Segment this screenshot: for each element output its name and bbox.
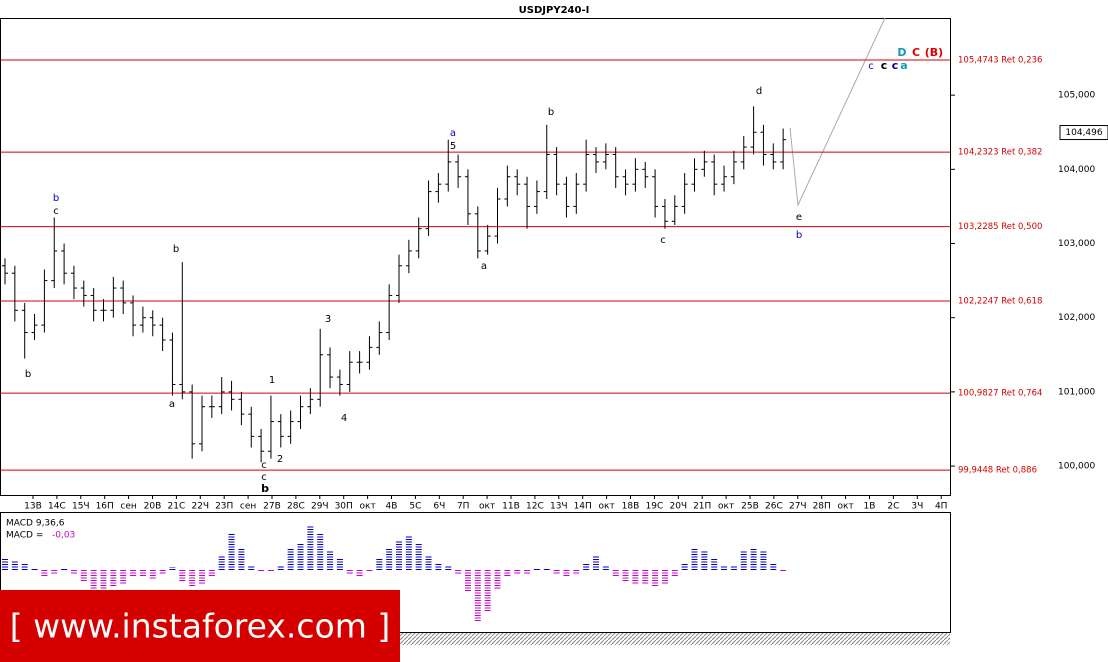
level-label: 104,2323 Ret 0,382 <box>958 148 1042 158</box>
x-tick-label: окт <box>718 502 734 512</box>
x-tick-label: окт <box>479 502 495 512</box>
y-tick-label: 100,000 <box>1058 462 1095 472</box>
last-price-label: 104,496 <box>1065 128 1102 138</box>
y-tick-label: 105,000 <box>1058 91 1095 101</box>
macd-title: MACD 9,36,6 <box>6 519 65 529</box>
wave-label: b <box>548 107 554 118</box>
wave-label: C <box>912 46 920 59</box>
macd-frame <box>0 512 951 633</box>
wave-label: 1 <box>269 375 275 386</box>
x-tick-label: 29Ч <box>311 502 329 512</box>
x-tick-label: 2С <box>887 502 899 512</box>
x-tick-label: 14П <box>574 502 592 512</box>
x-tick-label: окт <box>360 502 376 512</box>
wave-label: d <box>756 86 762 97</box>
x-tick-label: 30П <box>335 502 353 512</box>
x-tick-label: 22Ч <box>191 502 209 512</box>
x-tick-label: 11В <box>502 502 520 512</box>
wave-label: a <box>450 128 456 139</box>
wave-label: c <box>261 460 267 471</box>
x-tick-label: 21П <box>693 502 711 512</box>
x-tick-label: 4В <box>386 502 398 512</box>
x-tick-label: 5С <box>409 502 421 512</box>
y-tick-label: 101,000 <box>1058 387 1095 397</box>
macd-current: -0,03 <box>52 531 75 541</box>
wave-label: 2 <box>277 454 283 465</box>
last-price-box <box>1059 125 1108 141</box>
macd-current-label: MACD = <box>6 531 43 541</box>
wave-label: b <box>53 193 59 204</box>
wave-label: 4 <box>341 413 347 424</box>
x-tick-label: сен <box>120 502 136 512</box>
wave-label: a <box>900 59 907 72</box>
x-tick-label: 13В <box>24 502 42 512</box>
x-tick-label: 21С <box>168 502 186 512</box>
x-tick-label: 3Ч <box>911 502 923 512</box>
x-tick-label: окт <box>599 502 615 512</box>
x-tick-label: 15Ч <box>72 502 90 512</box>
plot-frame <box>0 18 951 496</box>
level-label: 103,2285 Ret 0,500 <box>958 222 1042 232</box>
wave-label: a <box>481 261 487 272</box>
wave-label: b <box>173 244 179 255</box>
wave-label: c <box>660 235 666 246</box>
x-tick-label: 4П <box>935 502 948 512</box>
wave-label: c <box>53 206 59 217</box>
wave-label: (B) <box>925 46 943 59</box>
wave-label: c <box>881 59 888 72</box>
y-tick-label: 103,000 <box>1058 239 1095 249</box>
x-tick-label: 26С <box>765 502 783 512</box>
chart-title: USDJPY240-I <box>519 5 590 16</box>
watermark: [ www.instaforex.com ] <box>10 607 390 646</box>
x-tick-label: 20Ч <box>669 502 687 512</box>
wave-label: b <box>796 230 802 241</box>
projection-line <box>789 17 886 207</box>
x-tick-label: 19С <box>646 502 664 512</box>
x-tick-label: 20В <box>144 502 162 512</box>
x-tick-label: 7П <box>457 502 470 512</box>
x-tick-label: 1В <box>864 502 876 512</box>
x-tick-label: 13Ч <box>550 502 568 512</box>
level-label: 99,9448 Ret 0,886 <box>958 466 1037 476</box>
wave-label: c <box>868 61 874 72</box>
wave-label: b <box>25 369 31 380</box>
x-tick-label: 18В <box>622 502 640 512</box>
watermark-box <box>0 590 400 662</box>
x-tick-label: сен <box>240 502 256 512</box>
x-tick-label: 28С <box>287 502 305 512</box>
level-label: 100,9827 Ret 0,764 <box>958 389 1042 399</box>
y-tick-label: 102,000 <box>1058 313 1095 323</box>
wave-label: 3 <box>325 314 331 325</box>
x-tick-label: 27В <box>263 502 281 512</box>
x-tick-label: 14С <box>48 502 66 512</box>
wave-label: a <box>169 399 175 410</box>
level-label: 102,2247 Ret 0,618 <box>958 297 1042 307</box>
y-tick-label: 104,000 <box>1058 165 1095 175</box>
x-tick-label: окт <box>838 502 854 512</box>
x-tick-label: 27Ч <box>789 502 807 512</box>
wave-label: D <box>897 46 906 59</box>
wave-label: c <box>892 59 899 72</box>
wave-label: 5 <box>450 141 456 152</box>
wave-label: c <box>261 472 267 483</box>
wave-label: b <box>261 482 269 495</box>
x-tick-label: 23П <box>215 502 233 512</box>
x-tick-label: 16П <box>96 502 114 512</box>
x-tick-label: 28П <box>813 502 831 512</box>
x-tick-label: 12С <box>526 502 544 512</box>
x-tick-label: 25В <box>741 502 759 512</box>
level-label: 105,4743 Ret 0,236 <box>958 55 1042 65</box>
x-tick-label: 6Ч <box>433 502 445 512</box>
wave-label: e <box>796 212 802 223</box>
